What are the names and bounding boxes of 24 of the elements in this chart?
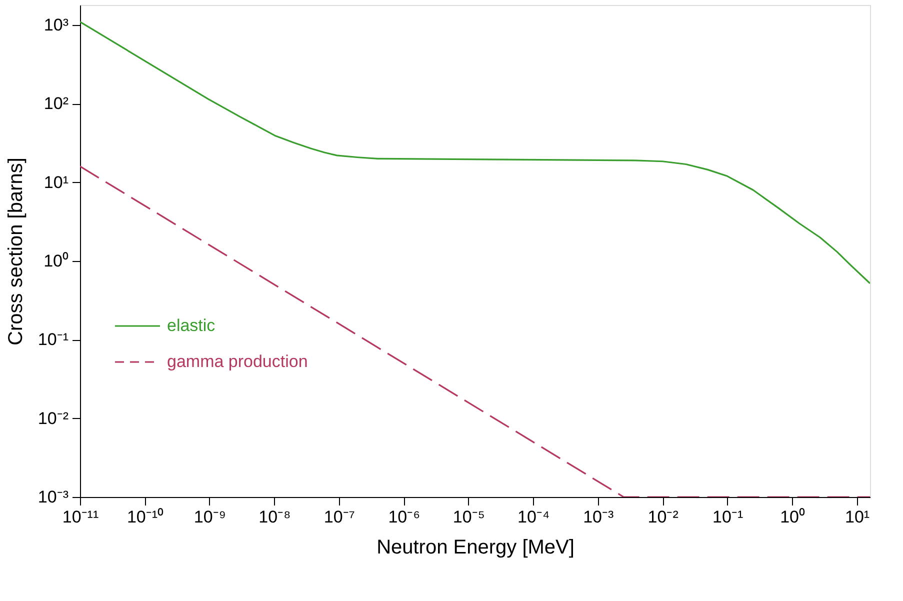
y-tick-label: 10³ [44,16,69,35]
x-tick-label: 10⁻⁹ [194,508,226,526]
y-tick-label: 10⁰ [44,252,68,271]
x-tick-label: 10⁻¹¹ [62,508,99,526]
x-tick-label: 10⁻⁴ [518,508,550,526]
legend-label: elastic [167,316,216,335]
x-tick-label: 10⁻⁸ [258,508,291,526]
y-tick-label: 10⁻² [38,408,69,428]
x-tick-label: 10⁰ [780,508,806,526]
y-tick-label: 10² [44,94,69,114]
x-tick-label: 10⁻⁷ [324,508,355,526]
x-axis-title: Neutron Energy [MeV] [376,536,574,558]
y-axis-title: Cross section [barns] [4,158,27,346]
x-tick-label: 10⁻² [648,508,679,526]
x-tick-label: 10¹ [845,508,870,526]
x-tick-label: 10⁻³ [583,508,614,526]
y-tick-label: 10¹ [44,172,69,192]
legend-label: gamma production [167,352,308,371]
y-tick-label: 10⁻¹ [38,330,69,350]
x-tick-label: 10⁻⁵ [452,508,485,526]
x-tick-label: 10⁻⁶ [388,508,420,526]
x-tick-label: 10⁻¹ [712,508,744,526]
x-tick-label: 10⁻¹⁰ [126,508,164,526]
y-tick-label: 10⁻³ [38,488,69,506]
